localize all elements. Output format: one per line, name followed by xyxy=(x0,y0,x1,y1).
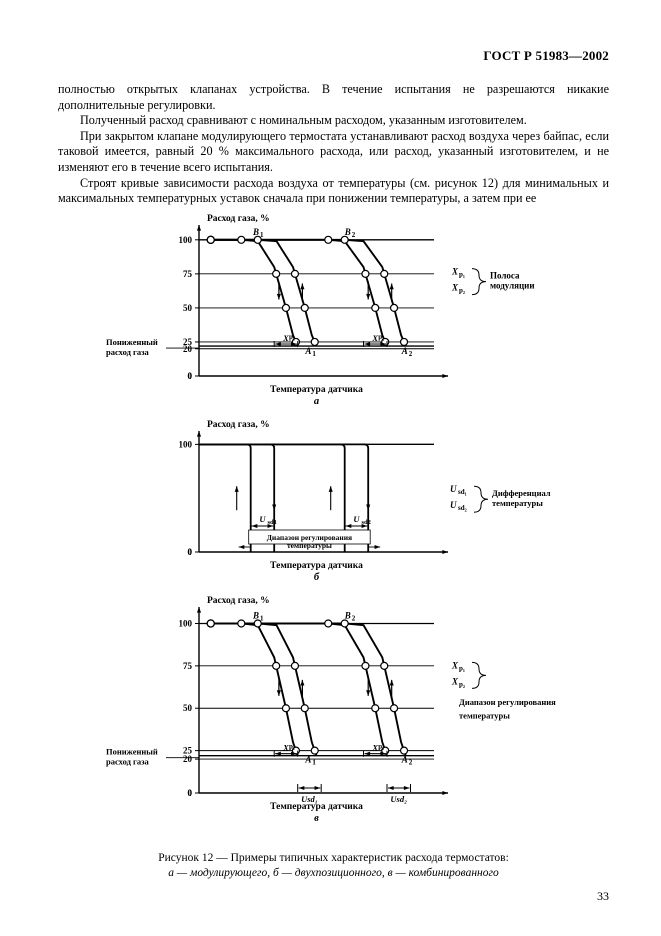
svg-text:B: B xyxy=(343,227,350,237)
svg-text:75: 75 xyxy=(183,661,193,671)
svg-text:B: B xyxy=(343,610,350,620)
svg-text:температуры: температуры xyxy=(287,541,332,550)
svg-text:а: а xyxy=(313,396,318,407)
svg-text:Расход газа, %: Расход газа, % xyxy=(207,214,270,224)
svg-text:в: в xyxy=(314,813,319,824)
paragraph: Строят кривые зависимости расхода воздух… xyxy=(58,176,609,207)
svg-text:p₂: p₂ xyxy=(459,287,465,295)
svg-text:Диапазон регулирования: Диапазон регулирования xyxy=(459,697,556,707)
body-text: полностью открытых клапанах устройства. … xyxy=(58,82,609,207)
svg-text:A: A xyxy=(304,754,311,764)
svg-text:A: A xyxy=(400,754,407,764)
svg-text:U: U xyxy=(353,514,360,524)
figure-svg: Расход газа, % 0 2 0 25 50 75 100 0 Температура д… xyxy=(94,213,574,843)
svg-text:Полоса: Полоса xyxy=(490,271,520,281)
standard-id: ГОСТ Р 51983—2002 xyxy=(58,48,609,64)
svg-text:X: X xyxy=(451,283,459,293)
svg-text:p₁: p₁ xyxy=(288,743,294,751)
svg-text:p₁: p₁ xyxy=(288,333,294,341)
paragraph: Полученный расход сравнивают с номинальн… xyxy=(58,113,609,129)
svg-text:расход газа: расход газа xyxy=(106,757,150,767)
svg-text:1: 1 xyxy=(260,231,264,239)
svg-text:2: 2 xyxy=(351,614,355,622)
svg-text:sd₂: sd₂ xyxy=(458,504,467,512)
figure-12: Расход газа, % 0 2 0 25 50 75 100 0 Температура д… xyxy=(58,213,609,843)
svg-text:sd2: sd2 xyxy=(361,519,370,526)
svg-text:Расход газа, %: Расход газа, % xyxy=(207,420,270,430)
svg-text:Температура датчика: Температура датчика xyxy=(270,561,363,571)
svg-text:A: A xyxy=(400,346,407,356)
svg-text:100: 100 xyxy=(178,618,192,628)
caption-main: Рисунок 12 — Примеры типичных характерис… xyxy=(58,851,609,866)
svg-text:50: 50 xyxy=(183,703,193,713)
svg-text:0: 0 xyxy=(187,788,192,798)
svg-text:25: 25 xyxy=(183,745,193,755)
svg-text:B: B xyxy=(252,610,259,620)
svg-text:модуляции: модуляции xyxy=(490,281,535,291)
svg-text:0: 0 xyxy=(187,371,192,381)
figure-caption: Рисунок 12 — Примеры типичных характерис… xyxy=(58,851,609,881)
svg-text:p₂: p₂ xyxy=(459,680,465,688)
svg-text:A: A xyxy=(304,346,311,356)
svg-text:sd₁: sd₁ xyxy=(458,488,467,496)
svg-text:1: 1 xyxy=(312,758,316,766)
svg-text:100: 100 xyxy=(178,439,192,449)
svg-text:75: 75 xyxy=(183,269,193,279)
svg-text:расход газа: расход газа xyxy=(106,347,150,357)
svg-text:25: 25 xyxy=(183,337,193,347)
svg-text:X: X xyxy=(451,660,459,670)
caption-sub: а — модулирующего, б — двухпозиционного,… xyxy=(168,867,498,879)
svg-text:p₁: p₁ xyxy=(459,664,465,672)
svg-text:U: U xyxy=(450,500,457,510)
svg-text:50: 50 xyxy=(183,303,193,313)
svg-text:Пониженный: Пониженный xyxy=(106,747,158,757)
svg-text:X: X xyxy=(451,676,459,686)
page-number: 33 xyxy=(597,889,609,904)
paragraph: При закрытом клапане модулирующего термо… xyxy=(58,129,609,176)
svg-text:б: б xyxy=(313,572,319,583)
svg-text:температуры: температуры xyxy=(459,710,510,720)
svg-text:2: 2 xyxy=(351,231,355,239)
svg-text:температуры: температуры xyxy=(492,498,543,508)
svg-text:Usd₂: Usd₂ xyxy=(390,794,407,804)
paragraph: полностью открытых клапанах устройства. … xyxy=(58,82,609,113)
svg-text:1: 1 xyxy=(260,614,264,622)
svg-text:p₁: p₁ xyxy=(459,271,465,279)
svg-text:Температура датчика: Температура датчика xyxy=(270,385,363,395)
svg-text:sd1: sd1 xyxy=(267,519,276,526)
svg-text:0: 0 xyxy=(187,547,192,557)
svg-text:2: 2 xyxy=(408,758,412,766)
document-page: ГОСТ Р 51983—2002 полностью открытых кла… xyxy=(0,0,661,936)
svg-text:1: 1 xyxy=(312,350,316,358)
svg-text:2: 2 xyxy=(408,350,412,358)
svg-text:U: U xyxy=(450,484,457,494)
svg-text:100: 100 xyxy=(178,235,192,245)
svg-text:B: B xyxy=(252,227,259,237)
svg-text:Расход газа, %: Расход газа, % xyxy=(207,596,270,606)
svg-text:Usd₁: Usd₁ xyxy=(301,794,318,804)
svg-text:Дифференциал: Дифференциал xyxy=(492,488,551,498)
svg-text:X: X xyxy=(451,267,459,277)
svg-text:p₂: p₂ xyxy=(378,743,384,751)
svg-text:U: U xyxy=(259,514,266,524)
svg-text:Пониженный: Пониженный xyxy=(106,337,158,347)
svg-text:p₂: p₂ xyxy=(378,333,384,341)
